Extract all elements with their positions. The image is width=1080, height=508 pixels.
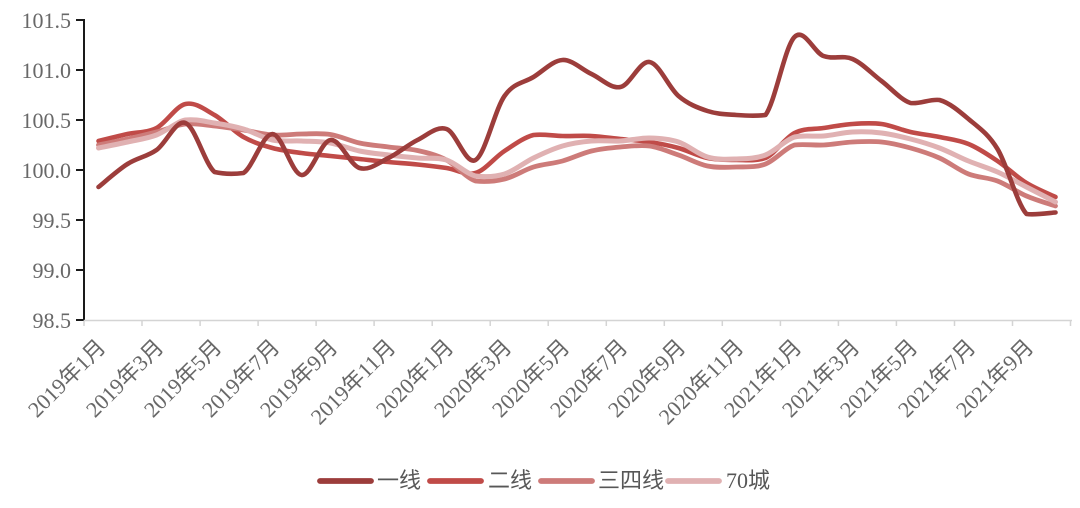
svg-text:101.5: 101.5 <box>22 8 72 33</box>
svg-text:三四线: 三四线 <box>598 468 664 493</box>
svg-text:98.5: 98.5 <box>33 308 72 333</box>
svg-text:99.5: 99.5 <box>33 208 72 233</box>
svg-text:70城: 70城 <box>726 468 770 493</box>
svg-text:一线: 一线 <box>377 468 421 493</box>
svg-text:100.0: 100.0 <box>22 158 72 183</box>
svg-text:101.0: 101.0 <box>22 58 72 83</box>
svg-text:二线: 二线 <box>488 468 532 493</box>
svg-text:99.0: 99.0 <box>33 258 72 283</box>
svg-text:100.5: 100.5 <box>22 108 72 133</box>
